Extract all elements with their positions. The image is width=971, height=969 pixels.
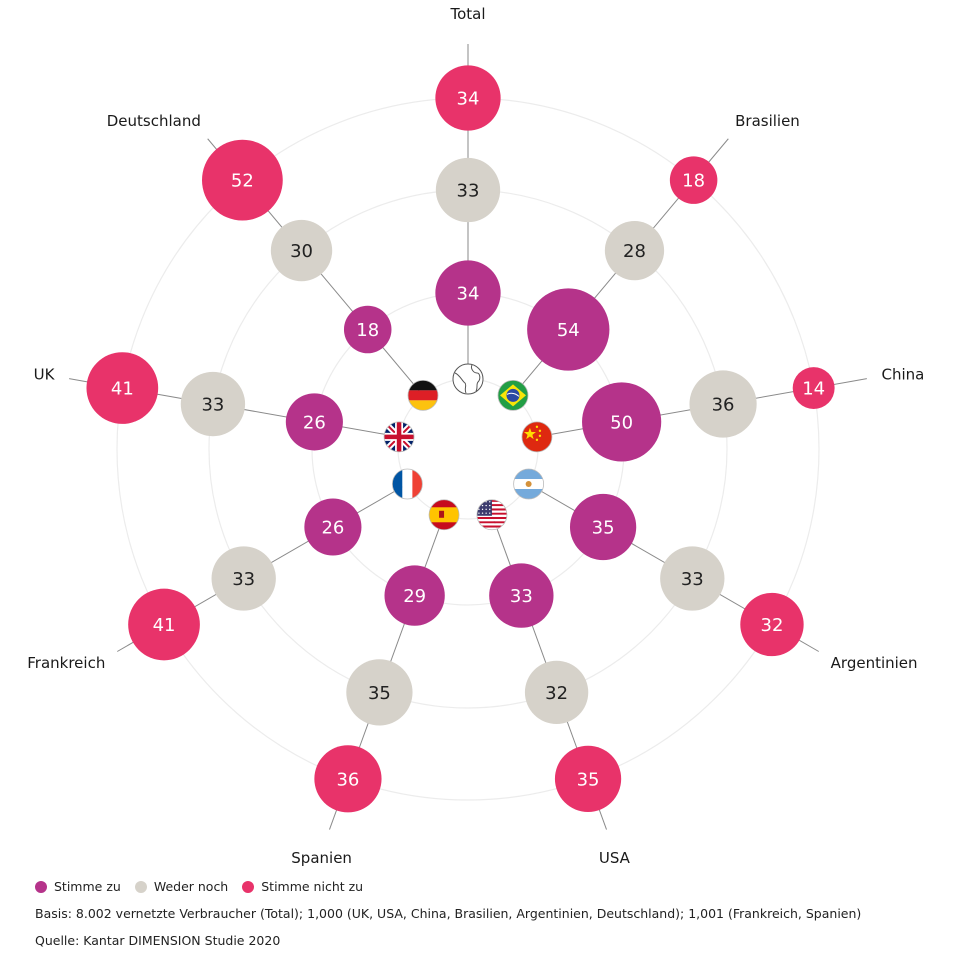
bubble-stimme-nicht-zu xyxy=(128,588,200,661)
bubbles: 34 33 34 54 28 18 50 36 14 35 33 32 33 32 35 29 35 36 26 33… xyxy=(86,65,835,813)
bubble-weder-noch xyxy=(180,371,246,437)
category-label: Argentinien xyxy=(831,654,918,672)
bubble-value-label: 28 xyxy=(623,241,646,262)
bubble-stimme-nicht-zu xyxy=(86,352,159,424)
flag-france-icon xyxy=(391,468,423,500)
flag-spain-icon xyxy=(428,499,460,531)
bubble-weder-noch xyxy=(604,220,665,281)
category-label: Frankreich xyxy=(27,654,105,672)
bubble-weder-noch xyxy=(435,157,501,223)
bubble-weder-noch xyxy=(660,546,725,611)
bubble-value-label: 32 xyxy=(761,615,784,636)
legend-item-stimme-nicht-zu: Stimme nicht zu xyxy=(242,879,363,894)
bubble-value-label: 32 xyxy=(545,683,568,704)
category-label: Brasilien xyxy=(735,112,800,130)
category-label: Deutschland xyxy=(107,112,201,130)
bubble-value-label: 54 xyxy=(557,320,580,341)
bubble-weder-noch xyxy=(211,546,276,611)
bubble-value-label: 35 xyxy=(577,769,600,790)
bubble-weder-noch xyxy=(270,219,333,282)
bubble-weder-noch xyxy=(524,660,589,725)
bubble-value-label: 14 xyxy=(802,379,825,400)
radial-bubble-chart: 34 33 34 54 28 18 50 36 14 35 33 32 33 32 35 29 35 36 26 33… xyxy=(27,5,924,867)
legend-dot-stimme-zu xyxy=(35,880,47,893)
bubble-value-label: 29 xyxy=(403,586,426,607)
bubble-value-label: 26 xyxy=(321,518,344,539)
bubble-stimme-zu xyxy=(582,382,662,462)
legend-label: Stimme zu xyxy=(54,879,121,894)
flag-china-icon xyxy=(521,421,553,453)
bubble-value-label: 41 xyxy=(153,615,176,636)
bubble-value-label: 41 xyxy=(111,379,134,400)
bubble-value-label: 26 xyxy=(303,412,326,433)
category-icons xyxy=(383,363,553,531)
bubble-stimme-zu xyxy=(569,493,637,561)
bubble-stimme-zu xyxy=(343,305,392,354)
bubble-value-label: 36 xyxy=(336,769,359,790)
category-label: China xyxy=(881,366,924,384)
basis-note: Basis: 8.002 vernetzte Verbraucher (Tota… xyxy=(35,906,862,921)
bubble-stimme-zu xyxy=(435,260,501,326)
legend-item-stimme-zu: Stimme zu xyxy=(35,879,121,894)
bubble-stimme-nicht-zu xyxy=(435,65,501,131)
flag-usa-icon xyxy=(476,499,508,531)
legend: Stimme zu Weder noch Stimme nicht zu xyxy=(35,879,377,894)
bubble-weder-noch xyxy=(346,659,413,726)
bubble-stimme-nicht-zu xyxy=(554,745,622,812)
category-label: UK xyxy=(34,366,56,384)
globe-icon xyxy=(452,363,484,395)
source-note: Quelle: Kantar DIMENSION Studie 2020 xyxy=(35,933,281,948)
bubble-value-label: 35 xyxy=(368,683,391,704)
bubble-stimme-nicht-zu xyxy=(740,592,804,657)
bubble-value-label: 52 xyxy=(231,171,254,192)
flag-brazil-icon xyxy=(497,379,529,411)
bubble-value-label: 33 xyxy=(510,586,533,607)
bubble-stimme-nicht-zu xyxy=(669,156,718,204)
category-label: USA xyxy=(599,849,631,867)
legend-dot-stimme-nicht-zu xyxy=(242,880,255,893)
bubble-value-label: 33 xyxy=(201,395,224,416)
bubble-value-label: 34 xyxy=(457,284,480,305)
bubble-stimme-zu xyxy=(304,498,362,556)
bubble-value-label: 35 xyxy=(592,518,615,539)
bubble-value-label: 36 xyxy=(712,395,735,416)
category-labels: Total Brasilien China Argentinien USA Spanien… xyxy=(27,5,924,867)
flag-germany-icon xyxy=(407,379,439,411)
bubble-stimme-nicht-zu xyxy=(314,745,382,813)
bubble-value-label: 33 xyxy=(232,569,255,590)
bubble-value-label: 50 xyxy=(610,412,633,433)
bubble-stimme-zu xyxy=(489,563,554,628)
category-label: Total xyxy=(449,5,485,23)
bubble-value-label: 34 xyxy=(457,89,480,110)
bubble-value-label: 18 xyxy=(356,320,379,341)
legend-label: Stimme nicht zu xyxy=(261,879,364,894)
legend-label: Weder noch xyxy=(153,879,229,894)
bubble-stimme-zu xyxy=(384,565,445,626)
bubble-value-label: 18 xyxy=(682,171,705,192)
bubble-stimme-nicht-zu xyxy=(792,367,835,410)
bubble-value-label: 33 xyxy=(681,569,704,590)
flag-uk-icon xyxy=(383,421,415,453)
flag-argentina-icon xyxy=(513,468,545,500)
bubble-value-label: 33 xyxy=(457,181,480,202)
bubble-stimme-nicht-zu xyxy=(201,139,283,221)
bubble-stimme-zu xyxy=(285,393,343,451)
legend-item-weder-noch: Weder noch xyxy=(134,879,229,894)
bubble-value-label: 30 xyxy=(290,241,313,262)
bubble-stimme-zu xyxy=(527,288,610,371)
category-label: Spanien xyxy=(291,849,352,867)
legend-dot-weder-noch xyxy=(134,880,147,893)
bubble-weder-noch xyxy=(689,370,757,438)
